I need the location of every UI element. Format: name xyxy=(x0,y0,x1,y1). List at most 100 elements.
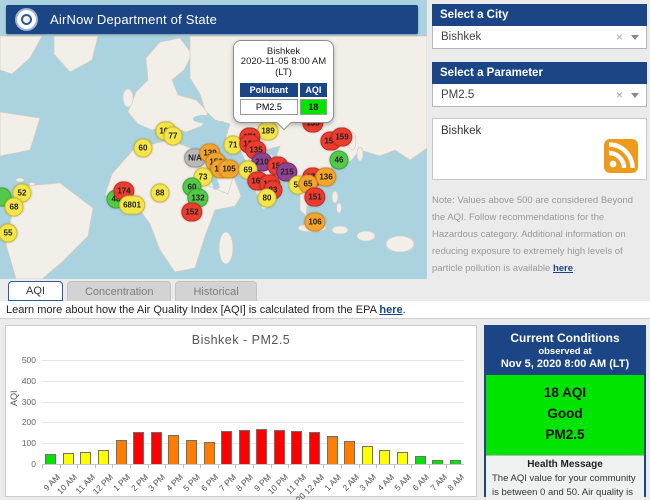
chart-x-tick xyxy=(77,464,79,468)
chart-gridline xyxy=(42,401,464,403)
chart-bar-1-am[interactable] xyxy=(326,435,338,464)
chart-x-tick xyxy=(358,464,360,468)
select-city-header: Select a City xyxy=(432,4,647,26)
map-marker[interactable]: 189 xyxy=(257,121,279,141)
popup-aqi-header: AQI xyxy=(299,82,327,97)
rss-feed-icon[interactable] xyxy=(604,139,638,173)
chart-x-label: 7 AM xyxy=(427,472,449,493)
parameter-select-value: PM2.5 xyxy=(441,89,475,101)
health-message-section: Health Message The AQI value for your co… xyxy=(486,454,644,500)
tab-concentration[interactable]: Concentration xyxy=(66,281,172,301)
chart-bar-6-pm[interactable] xyxy=(203,441,215,464)
chart-y-tick: 100 xyxy=(21,438,36,449)
current-conditions-header: Current Conditions observed at Nov 5, 20… xyxy=(486,327,644,375)
parameter-caret-icon[interactable] xyxy=(631,92,639,98)
chart-x-label: 1 PM xyxy=(111,472,133,494)
chart-x-tick xyxy=(446,464,448,468)
map-marker[interactable]: 80 xyxy=(257,188,277,208)
chart-bar-3-am[interactable] xyxy=(361,445,373,464)
chart-bar-2-pm[interactable] xyxy=(133,431,145,464)
chart-x-tick xyxy=(59,464,61,468)
chart-x-label: 5 PM xyxy=(181,472,203,494)
chart-x-label: 6 AM xyxy=(410,472,432,493)
map-marker[interactable]: 136 xyxy=(315,167,337,187)
department-of-state-seal-icon xyxy=(15,8,38,31)
chart-title: Bishkek - PM2.5 xyxy=(191,333,291,347)
chart-bar-10-am[interactable] xyxy=(62,452,74,464)
chart-bar-8-am[interactable] xyxy=(449,460,461,464)
current-conditions-panel: Current Conditions observed at Nov 5, 20… xyxy=(484,325,646,500)
chart-y-tick: 400 xyxy=(21,375,36,386)
current-pollutant: PM2.5 xyxy=(545,426,585,442)
current-aqi-value: 18 AQI xyxy=(543,385,587,400)
popup-city: Bishkek xyxy=(266,46,301,57)
chart-bar-8-pm[interactable] xyxy=(238,429,250,464)
chart-bar-10-pm[interactable] xyxy=(273,429,285,464)
chart-x-label: 3 PM xyxy=(146,472,168,494)
chart-bar-2020-12-am[interactable] xyxy=(309,431,321,464)
tab-historical[interactable]: Historical xyxy=(175,281,257,301)
chart-y-tick: 0 xyxy=(31,459,36,469)
city-caret-icon[interactable] xyxy=(631,34,639,40)
chart-x-tick xyxy=(182,464,184,468)
map-marker[interactable]: 60 xyxy=(133,138,153,158)
chart-x-label: 2 AM xyxy=(340,472,361,493)
city-select[interactable]: Bishkek × xyxy=(432,26,647,49)
chart-bar-1-pm[interactable] xyxy=(115,440,127,464)
chart-x-tick xyxy=(112,464,114,468)
popup-pollutant-value: PM2.5 xyxy=(240,98,298,115)
chart-x-tick xyxy=(253,464,254,468)
chart-bar-9-am[interactable] xyxy=(45,453,57,464)
chart-y-axis-label: AQI xyxy=(9,390,19,406)
chart-bar-5-pm[interactable] xyxy=(185,439,197,464)
chart-gridline xyxy=(42,380,464,382)
city-clear-icon[interactable]: × xyxy=(615,30,623,44)
note-here-link[interactable]: here xyxy=(552,263,574,275)
chart-bar-7-pm[interactable] xyxy=(221,430,233,464)
health-message-body: The AQI value for your community is betw… xyxy=(492,472,636,499)
chart-x-label: 2 PM xyxy=(128,472,150,494)
parameter-select[interactable]: PM2.5 × xyxy=(432,84,647,107)
chart-y-tick: 300 xyxy=(21,396,36,407)
chart-bar-3-pm[interactable] xyxy=(150,432,162,464)
chart-y-tick: 500 xyxy=(21,355,36,365)
beyond-aqi-note: Note: Values above 500 are considered Be… xyxy=(432,195,634,275)
map-marker[interactable]: 55 xyxy=(0,223,18,243)
map-marker[interactable]: 88 xyxy=(150,183,170,203)
chart-plot-area: 0 100 200 300 400 500 9 AM 10 AM 11 AM 12 PM 1 PM 2… xyxy=(22,355,466,500)
map-marker[interactable]: 77 xyxy=(163,126,183,146)
chart-bar-12-pm[interactable] xyxy=(98,449,110,464)
chart-x-tick xyxy=(376,464,378,468)
chart-bar-11-am[interactable] xyxy=(80,451,92,464)
chart-bar-11-pm[interactable] xyxy=(291,430,303,464)
chart-x-tick xyxy=(340,464,342,468)
parameter-clear-icon[interactable]: × xyxy=(615,88,623,102)
chart-bar-4-pm[interactable] xyxy=(168,435,180,464)
chart-bar-4-am[interactable] xyxy=(379,449,391,464)
map-marker[interactable]: 68 xyxy=(4,197,24,217)
chart-bar-5-am[interactable] xyxy=(396,452,408,464)
map-marker[interactable]: 159 xyxy=(331,127,353,147)
chart-x-label: 5 AM xyxy=(392,472,414,493)
learn-more-here-link[interactable]: here xyxy=(379,304,403,316)
world-map-basemap xyxy=(0,35,427,279)
map-marker[interactable]: 152 xyxy=(181,202,203,222)
chart-gridline xyxy=(42,360,464,361)
map-marker[interactable]: 151 xyxy=(304,187,326,207)
map-marker[interactable]: 105 xyxy=(218,159,240,179)
map-marker[interactable]: 6801 xyxy=(119,195,145,215)
map-marker[interactable]: 46 xyxy=(329,150,349,170)
map-popup[interactable]: Bishkek 2020-11-05 8:00 AM (LT) Pollutan… xyxy=(233,40,334,123)
world-aqi-map[interactable]: 5268554817468016010077N/A139156137105717… xyxy=(0,0,427,279)
chart-bar-9-pm[interactable] xyxy=(256,428,268,464)
app-header: AirNow Department of State xyxy=(6,5,418,34)
popup-aqi-value: 18 xyxy=(299,98,327,115)
chart-x-tick xyxy=(270,464,272,468)
chart-x-label: 3 AM xyxy=(357,472,379,493)
tab-aqi[interactable]: AQI xyxy=(8,281,63,301)
chart-bar-6-am[interactable] xyxy=(414,455,426,464)
chart-bar-2-am[interactable] xyxy=(344,440,356,464)
map-marker[interactable]: 106 xyxy=(304,212,326,232)
chart-bar-7-am[interactable] xyxy=(432,459,444,464)
